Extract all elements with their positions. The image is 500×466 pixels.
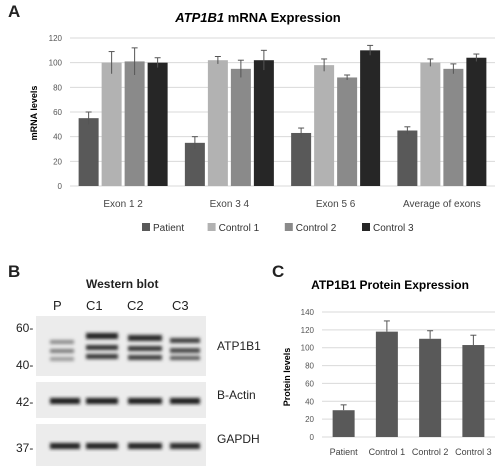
chart-a-bar	[397, 130, 418, 186]
chart-a-legend-swatch	[284, 223, 293, 231]
chart-c-ytick: 40	[305, 397, 314, 406]
lane-label-c1: C1	[86, 298, 103, 313]
chart-a-bar	[360, 50, 381, 187]
chart-a-bar	[443, 68, 464, 186]
chart-a-bar	[78, 118, 99, 186]
chart-a-legend-swatch	[362, 223, 370, 231]
lane-label-c3: C3	[172, 298, 189, 313]
chart-a-ytick: 80	[53, 83, 62, 92]
chart-c-bar	[375, 331, 398, 437]
chart-a-legend-label: Control 3	[373, 223, 414, 234]
panel-c-letter: C	[272, 262, 285, 281]
chart-a-title-gene: ATP1B1	[174, 10, 224, 25]
chart-c-bar	[419, 338, 442, 437]
chart-a-bar	[337, 77, 358, 186]
blot-atp1b1-membrane	[36, 316, 206, 376]
blot-label-atp1b1: ATP1B1	[217, 339, 261, 353]
chart-a-ytick: 0	[58, 182, 63, 191]
chart-c-xlabel: Control 1	[369, 447, 406, 457]
chart-c-ytick: 120	[301, 326, 315, 335]
marker-42: 42-	[16, 395, 34, 409]
blot-label-bactin: B-Actin	[217, 388, 256, 402]
chart-a-title: ATP1B1 mRNA Expression	[174, 10, 340, 25]
western-blot-title: Western blot	[86, 277, 159, 291]
chart-c-ytick: 0	[310, 433, 315, 442]
gapdh-bands	[50, 443, 200, 449]
chart-a-bar	[124, 61, 145, 186]
chart-a-xlabel: Exon 5 6	[316, 199, 356, 210]
chart-a-ytick: 40	[53, 133, 62, 142]
chart-c-xlabel: Control 2	[412, 447, 449, 457]
chart-a-legend-label: Control 2	[296, 223, 337, 234]
chart-a-legend-swatch	[207, 223, 216, 231]
panel-a-letter: A	[8, 2, 21, 21]
chart-a-legend-label: Control 1	[219, 223, 260, 234]
chart-c-ytick: 60	[305, 379, 314, 388]
blot-label-gapdh: GAPDH	[217, 432, 260, 446]
chart-c-title: ATP1B1 Protein Expression	[311, 278, 469, 292]
lane-label-p: P	[53, 298, 62, 313]
chart-c-ytick: 20	[305, 415, 314, 424]
chart-c-ytick: 140	[301, 308, 315, 317]
chart-a-legend-swatch	[142, 223, 150, 231]
chart-a-ylabel: mRNA levels	[29, 86, 39, 141]
atp1b1-bands	[50, 333, 200, 361]
marker-40: 40-	[16, 358, 34, 372]
chart-c-ytick: 100	[301, 344, 315, 353]
chart-a-ytick: 20	[53, 157, 62, 166]
protein-expression-chart: ATP1B1 Protein Expression 0 20 40 60 80 100 12…	[282, 278, 495, 457]
chart-a-bar	[101, 62, 122, 186]
chart-c-xlabel: Control 3	[455, 447, 492, 457]
chart-a-bar	[314, 65, 335, 186]
chart-a-bar	[420, 62, 441, 186]
panel-b-letter: B	[8, 262, 21, 281]
chart-c-xlabel: Patient	[330, 447, 359, 457]
chart-c-ylabel: Protein levels	[282, 348, 292, 407]
chart-a-title-rest: mRNA Expression	[224, 10, 341, 25]
chart-c-ytick: 80	[305, 362, 314, 371]
chart-a-ytick: 100	[49, 59, 63, 68]
western-blot-image	[36, 316, 206, 466]
bactin-bands	[50, 398, 200, 404]
chart-a-bar	[253, 60, 274, 187]
chart-a-xlabel: Exon 1 2	[103, 199, 143, 210]
chart-a-bar	[147, 62, 168, 186]
chart-c-bar	[462, 345, 485, 437]
lane-label-c2: C2	[127, 298, 144, 313]
chart-a-bar	[230, 68, 251, 186]
chart-a-bar	[291, 132, 312, 186]
chart-a-xlabel: Exon 3 4	[210, 199, 250, 210]
chart-a-bar	[207, 60, 228, 187]
marker-60: 60-	[16, 321, 34, 335]
chart-c-bar	[332, 410, 355, 437]
chart-a-xlabel: Average of exons	[403, 199, 481, 210]
chart-a-bar	[184, 142, 205, 186]
chart-a-ytick: 120	[49, 34, 63, 43]
chart-a-legend-label: Patient	[153, 223, 184, 234]
chart-a-ytick: 60	[53, 108, 62, 117]
chart-a-bar	[466, 57, 487, 186]
marker-37: 37-	[16, 441, 34, 455]
mrna-expression-chart: ATP1B1 mRNA Expression 0 20 40 60 80 100 120 E…	[29, 10, 495, 234]
